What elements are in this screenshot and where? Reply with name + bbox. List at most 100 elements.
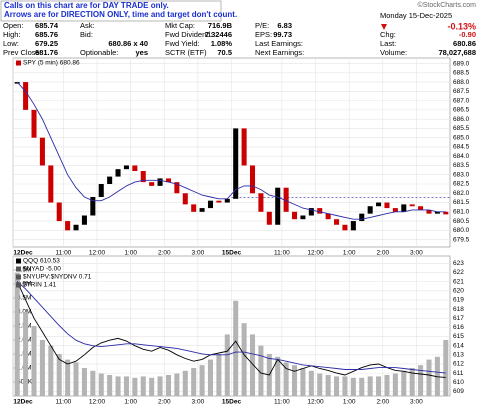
y-tick-label: 684.5 xyxy=(453,144,470,151)
volume-bar xyxy=(249,334,256,396)
y-tick-label: 616 xyxy=(453,324,464,331)
x-tick-label: 12Dec xyxy=(13,250,33,257)
price-bar xyxy=(31,109,37,138)
x-tick-label: 1:00 xyxy=(124,250,137,257)
volume-bar xyxy=(157,376,163,396)
quote-label: Last Earnings: xyxy=(255,39,303,48)
stat-value: 78,027,688 xyxy=(438,48,476,57)
quote-label: High: xyxy=(3,30,21,39)
volume-bar xyxy=(140,376,146,396)
volume-bar xyxy=(48,345,54,396)
price-bar xyxy=(426,209,432,214)
y-tick-label: 684.0 xyxy=(453,153,470,160)
x-tick-label: 15Dec xyxy=(222,250,242,257)
price-bar xyxy=(115,169,121,177)
volume-bar xyxy=(426,359,432,396)
price-bar xyxy=(350,221,356,231)
stat-label: Chg: xyxy=(380,30,396,39)
legend-label: $TRIN 1.41 xyxy=(23,282,57,289)
y-tick-label: 685.5 xyxy=(453,125,470,132)
price-bar xyxy=(241,128,247,166)
quote-value: 7.32446 xyxy=(205,30,232,39)
stat-label: Volume: xyxy=(380,48,407,57)
volume-bar xyxy=(258,345,264,396)
volume-bar xyxy=(191,368,197,396)
note-box xyxy=(0,0,222,22)
volume-bar xyxy=(443,340,449,396)
volume-bar xyxy=(65,359,71,396)
price-bar xyxy=(249,165,256,194)
x-tick-label: 15Dec xyxy=(222,399,242,406)
y-tick-label: 621 xyxy=(453,278,464,285)
price-bar xyxy=(56,202,62,222)
price-bar xyxy=(384,202,390,209)
y2-tick-label: 3.5M xyxy=(17,295,31,302)
volume-bar xyxy=(409,368,415,396)
y-tick-label: 681.0 xyxy=(453,209,470,216)
price-bar xyxy=(334,219,340,225)
volume-bar xyxy=(350,377,356,396)
y-tick-label: 617 xyxy=(453,315,464,322)
price-bar xyxy=(216,200,222,203)
volume-bar xyxy=(384,375,390,396)
y-tick-label: 682.5 xyxy=(453,181,470,188)
y-tick-label: 611 xyxy=(453,370,464,377)
x-tick-label: 1:00 xyxy=(343,399,356,406)
price-bar xyxy=(199,208,205,212)
price-bar xyxy=(123,165,129,170)
price-bar xyxy=(443,211,449,215)
x-tick-label: 3:00 xyxy=(410,250,423,257)
volume-bar xyxy=(325,375,331,396)
quote-value: 70.5 xyxy=(217,48,232,57)
quote-value: 680.86 x 40 xyxy=(108,39,148,48)
price-bar xyxy=(140,171,146,183)
price-bar xyxy=(359,213,365,222)
y-tick-label: 683.0 xyxy=(453,171,470,178)
price-bar xyxy=(308,208,314,216)
date: Monday 15-Dec-2025 xyxy=(380,11,452,20)
volume-bar xyxy=(107,375,113,396)
legend-swatch xyxy=(16,282,21,288)
x-tick-label: 12:00 xyxy=(89,399,106,406)
y-tick-label: 688.5 xyxy=(453,70,470,77)
price-bar xyxy=(409,204,415,207)
volume-bar xyxy=(224,334,230,396)
price-bar xyxy=(90,196,96,216)
y-tick-label: 686.0 xyxy=(453,116,470,123)
price-bar xyxy=(132,165,138,172)
volume-bar xyxy=(174,373,180,396)
price-bar xyxy=(157,178,163,186)
quote-label: EPS: xyxy=(255,30,272,39)
volume-bar xyxy=(14,272,20,396)
price-bar xyxy=(418,206,424,210)
quote-label: Open: xyxy=(3,21,23,30)
quote-label: Next Earnings: xyxy=(255,48,304,57)
price-bar xyxy=(207,200,214,209)
source: ©StockCharts.com xyxy=(418,1,477,9)
series-line xyxy=(16,81,446,220)
stat-value: 680.86 xyxy=(453,39,476,48)
price-bar xyxy=(258,193,264,212)
y-tick-label: 686.5 xyxy=(453,107,470,114)
x-tick-label: 1:00 xyxy=(343,250,356,257)
y-tick-label: 623 xyxy=(453,260,464,267)
volume-bar xyxy=(123,376,129,396)
volume-bar xyxy=(241,323,247,396)
volume-bar xyxy=(115,376,121,396)
y-tick-label: 687.5 xyxy=(453,88,470,95)
stat-value: -0.90 xyxy=(459,30,476,39)
volume-bar xyxy=(90,370,96,396)
y-tick-label: 618 xyxy=(453,306,464,313)
x-tick-label: 1:00 xyxy=(124,399,137,406)
volume-bar xyxy=(359,377,365,396)
quote-value: 679.25 xyxy=(35,39,58,48)
quote-label: Mkt Cap: xyxy=(165,21,195,30)
price-bar xyxy=(376,202,382,207)
change-pct: -0.13% xyxy=(447,21,476,31)
x-tick-label: 12:00 xyxy=(307,250,324,257)
volume-bar xyxy=(283,362,289,396)
quote-value: 685.74 xyxy=(35,21,59,30)
quote-label: Optionable: xyxy=(80,48,118,57)
y-tick-label: 680.5 xyxy=(453,218,470,225)
volume-bar xyxy=(367,376,373,396)
